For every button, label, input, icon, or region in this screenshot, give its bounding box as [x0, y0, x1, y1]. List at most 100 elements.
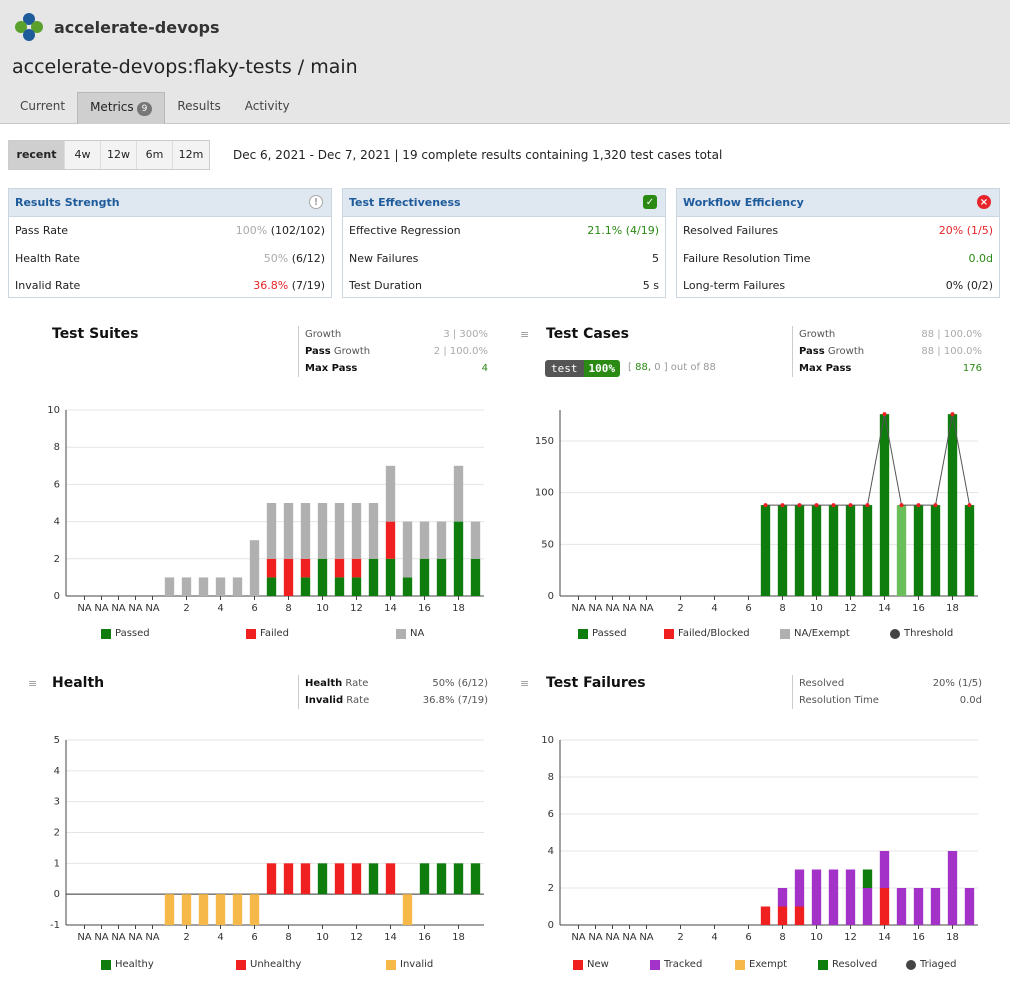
bar	[334, 863, 345, 895]
legend-item[interactable]: Unhealthy	[236, 959, 301, 970]
stat-row: Pass Growth 2 | 100.0%	[305, 343, 488, 360]
pass-rate-row: Pass Rate 100% (102/102)	[9, 217, 331, 245]
x-tick-label: NA	[622, 603, 636, 614]
x-tick-label: 8	[779, 603, 785, 614]
bar	[470, 863, 481, 895]
legend-swatch	[236, 959, 246, 970]
range-6m-button[interactable]: 6m	[137, 141, 173, 169]
test-failures-stats: Resolved 20% (1/5) Resolution Time 0.0d	[792, 675, 982, 709]
y-tick-label: 2	[548, 883, 554, 894]
legend-item[interactable]: Invalid	[386, 959, 433, 970]
card-header: Test Effectiveness ✓	[343, 189, 665, 217]
legend-swatch	[780, 628, 790, 639]
x-tick-label: 16	[418, 932, 431, 943]
legend-item[interactable]: Tracked	[650, 959, 702, 970]
new-failures-row: New Failures 5	[343, 245, 665, 273]
legend-label: Resolved	[832, 959, 878, 970]
bar-segment	[317, 503, 328, 559]
tab-metrics[interactable]: Metrics 9	[77, 92, 166, 124]
info-icon[interactable]: !	[309, 195, 323, 209]
legend-item[interactable]: NA/Exempt	[780, 628, 850, 639]
metric-label: Invalid Rate	[15, 279, 81, 293]
y-tick-label: 10	[47, 405, 60, 416]
card-title: Test Effectiveness	[349, 196, 461, 209]
legend-item[interactable]: Healthy	[101, 959, 154, 970]
test-suites-stats: Growth 3 | 300% Pass Growth 2 | 100.0% Max…	[298, 326, 488, 377]
range-12m-button[interactable]: 12m	[173, 141, 209, 169]
legend-item[interactable]: Resolved	[818, 959, 877, 970]
threshold-point	[865, 503, 870, 508]
legend-item[interactable]: Passed	[101, 628, 150, 639]
x-tick-label: 6	[251, 603, 257, 614]
menu-icon[interactable]: ≡	[520, 677, 530, 690]
x-tick-label: 2	[677, 603, 683, 614]
range-12w-button[interactable]: 12w	[101, 141, 137, 169]
bar-segment	[930, 888, 941, 925]
bar-segment	[351, 577, 362, 596]
bar-segment	[164, 577, 175, 596]
brand-name: accelerate-devops	[54, 17, 220, 37]
legend-item[interactable]: Failed	[246, 628, 289, 639]
legend-item[interactable]: Triaged	[906, 959, 957, 970]
legend-item[interactable]: Failed/Blocked	[664, 628, 750, 639]
legend-swatch	[396, 628, 406, 639]
health-rate-row: Health Rate 50% (6/12)	[9, 245, 331, 273]
stat-label-bold: Invalid	[305, 695, 344, 706]
x-tick-label: 4	[217, 603, 223, 614]
y-tick-label: 2	[54, 554, 60, 565]
legend-item[interactable]: Threshold	[890, 628, 953, 639]
stat-value: 36.8% (7/19)	[422, 695, 488, 706]
threshold-point	[780, 503, 785, 508]
stat-value: 88 | 100.0%	[921, 329, 982, 340]
tab-current[interactable]: Current	[8, 92, 77, 124]
stat-value: 88 | 100.0%	[921, 346, 982, 357]
x-tick-label: 2	[183, 603, 189, 614]
card-header: Workflow Efficiency ×	[677, 189, 999, 217]
menu-icon[interactable]: ≡	[520, 328, 530, 341]
legend-label: NA/Exempt	[794, 628, 850, 639]
pill-label: test	[545, 360, 584, 377]
metric-label: Test Duration	[349, 279, 422, 293]
tab-activity[interactable]: Activity	[233, 92, 302, 124]
x-tick-label: 4	[217, 932, 223, 943]
legend-item[interactable]: NA	[396, 628, 424, 639]
x-tick-label: NA	[639, 603, 653, 614]
stat-value: 176	[962, 363, 982, 374]
stat-label-bold: Health	[305, 678, 343, 689]
metric-detail: (7/19)	[291, 279, 325, 293]
range-4w-button[interactable]: 4w	[65, 141, 101, 169]
x-tick-label: 8	[285, 603, 291, 614]
brand[interactable]: accelerate-devops	[12, 10, 219, 44]
bar	[317, 863, 328, 895]
time-range-selector: recent 4w 12w 6m 12m	[8, 140, 210, 170]
test-duration-row: Test Duration 5 s	[343, 272, 665, 300]
legend-item[interactable]: Passed	[578, 628, 627, 639]
stat-label-bold: Pass	[305, 346, 331, 357]
y-tick-label: 4	[54, 766, 60, 777]
stat-label: Pass Growth	[799, 343, 864, 360]
stat-row: Invalid Rate 36.8% (7/19)	[305, 692, 488, 709]
legend-item[interactable]: New	[573, 959, 609, 970]
menu-icon[interactable]: ≡	[28, 677, 38, 690]
metric-value: 0% (0/2)	[945, 279, 993, 293]
y-tick-label: -1	[50, 920, 60, 931]
threshold-point	[763, 503, 768, 508]
bar-segment	[385, 465, 396, 522]
tab-label: Metrics	[90, 100, 134, 114]
tab-bar: Current Metrics 9 Results Activity	[8, 92, 302, 124]
bar-segment	[317, 558, 328, 596]
range-recent-button[interactable]: recent	[9, 141, 65, 169]
legend-item[interactable]: Exempt	[735, 959, 787, 970]
bar-segment	[760, 906, 771, 925]
x-tick-label: 2	[183, 932, 189, 943]
bar-segment	[896, 888, 907, 925]
x-tick-label: NA	[77, 603, 91, 614]
threshold-point	[899, 503, 904, 508]
tab-results[interactable]: Results	[165, 92, 232, 124]
legend-swatch	[386, 959, 396, 970]
bar-segment	[300, 558, 311, 578]
bar-segment	[402, 577, 413, 596]
bar-segment	[811, 869, 822, 925]
test-effectiveness-card: Test Effectiveness ✓ Effective Regressio…	[342, 188, 666, 298]
bar-segment	[334, 503, 345, 559]
